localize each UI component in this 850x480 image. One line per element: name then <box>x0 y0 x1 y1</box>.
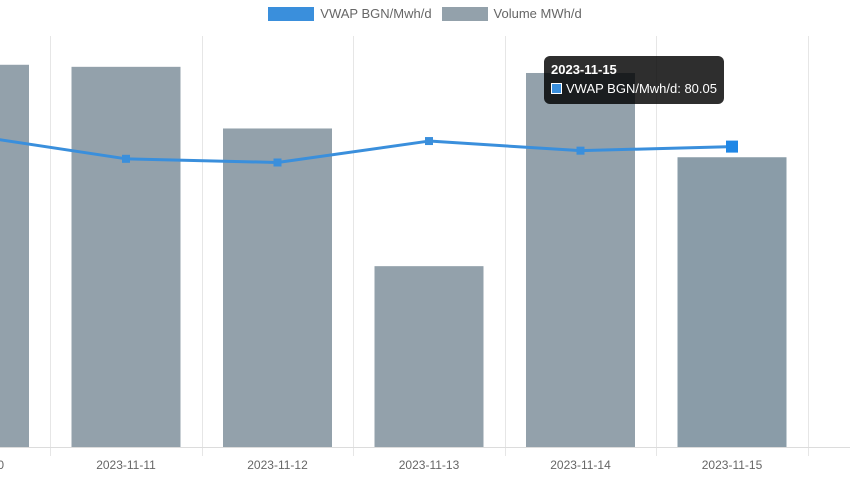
x-axis-ticks: 0 2023-11-11 2023-11-12 2023-11-13 2023-11-1… <box>0 458 763 472</box>
chart-tooltip: 2023-11-15 VWAP BGN/Mwh/d: 80.05 <box>544 56 724 104</box>
vwap-point-2023-11-14 <box>576 146 585 155</box>
tooltip-value: VWAP BGN/Mwh/d: 80.05 <box>565 81 717 96</box>
bar-layer <box>0 64 787 448</box>
x-tick-label: 2023-11-13 <box>399 458 460 472</box>
tooltip-row: VWAP BGN/Mwh/d: 80.05 <box>551 81 717 96</box>
legend-label-volume: Volume MWh/d <box>493 6 582 21</box>
grid-layer <box>0 36 850 456</box>
x-tick-label: 2023-11-15 <box>702 458 763 472</box>
vwap-point-2023-11-15 <box>726 140 738 153</box>
x-tick-label: 2023-11-14 <box>550 458 611 472</box>
vwap-point-2023-11-12 <box>273 158 282 167</box>
bar-2023-11-15 <box>677 157 787 447</box>
legend-swatch-volume <box>441 6 488 21</box>
x-tick-label: 0 <box>0 458 4 472</box>
legend-item-volume[interactable]: Volume MWh/d <box>441 6 582 21</box>
legend-label-vwap: VWAP BGN/Mwh/d <box>320 6 432 21</box>
legend: VWAP BGN/Mwh/d Volume MWh/d <box>0 6 850 21</box>
bar-2023-11-14 <box>526 72 635 448</box>
tooltip-title: 2023-11-15 <box>551 62 617 77</box>
x-tick-label: 2023-11-11 <box>96 458 156 472</box>
bar-2023-11-11 <box>71 66 181 447</box>
line-layer <box>0 137 738 167</box>
vwap-line <box>0 138 733 165</box>
tooltip-swatch <box>551 83 562 94</box>
vwap-point-2023-11-11 <box>122 154 130 163</box>
bar-2023-11-10 <box>0 64 29 448</box>
x-tick-label: 2023-11-12 <box>247 458 308 472</box>
vwap-point-2023-11-13 <box>425 137 433 146</box>
bar-2023-11-12 <box>223 128 332 447</box>
bar-2023-11-13 <box>374 266 484 447</box>
legend-swatch-vwap <box>268 6 315 21</box>
legend-item-vwap[interactable]: VWAP BGN/Mwh/d <box>268 6 432 21</box>
